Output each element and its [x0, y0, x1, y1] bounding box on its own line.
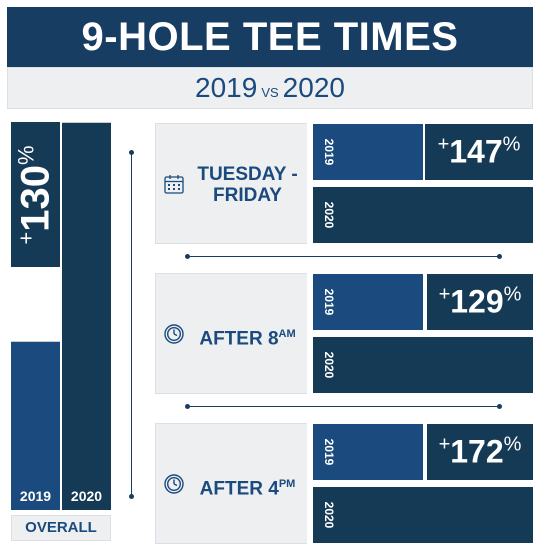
overall-change-value: 130: [13, 164, 57, 232]
change-sign: +: [437, 133, 450, 156]
overall-bar-2019-label: 2019: [19, 488, 52, 504]
bar-year-label: 2020: [322, 351, 336, 379]
bar-year-label: 2019: [322, 288, 336, 316]
change-value: 147: [449, 133, 503, 170]
overall-bar-2020: 2020: [62, 122, 111, 510]
group-panel-tuesday-friday: TUESDAY - FRIDAY: [155, 123, 307, 244]
group-label-sup: PM: [278, 478, 296, 490]
change-box: +147%: [425, 124, 533, 180]
overall-change-unit: %: [13, 144, 38, 165]
connector-line-vertical: [131, 152, 132, 497]
group-label-main: AFTER 8: [199, 328, 279, 350]
connector-dot: [185, 404, 190, 409]
subtitle-vs: VS: [261, 85, 279, 100]
group-label: AFTER 4PM: [192, 474, 303, 499]
title-banner: 9-HOLE TEE TIMES: [7, 7, 533, 67]
change-box: +129%: [427, 274, 533, 330]
subtitle-banner: 2019 VS 2020: [7, 67, 533, 109]
group-panel-after-8am: AFTER 8AM: [155, 273, 307, 394]
bar-2020: 2020: [313, 337, 533, 393]
connector-dot: [185, 254, 190, 259]
overall-bar-2020-label: 2020: [70, 488, 103, 504]
group-label-main: AFTER 4: [199, 478, 279, 500]
connector-line-horizontal: [187, 256, 499, 257]
bar-2020: 2020: [313, 187, 533, 243]
overall-change-box: +130%: [11, 122, 60, 267]
change-unit: %: [502, 133, 521, 156]
group-label-sup: AM: [278, 328, 296, 340]
connector-dot: [497, 404, 502, 409]
chart-title: 9-HOLE TEE TIMES: [81, 15, 459, 59]
change-value: 172: [450, 433, 504, 470]
bar-2020: 2020: [313, 487, 533, 543]
group-label: TUESDAY - FRIDAY: [192, 164, 303, 206]
group-panel-after-4pm: AFTER 4PM: [155, 423, 307, 544]
overall-bar-2019: 2019: [11, 341, 60, 510]
overall-label: OVERALL: [11, 515, 111, 541]
connector-dot: [129, 494, 134, 499]
bar-2019: 2019: [313, 274, 423, 330]
change-value: 129: [450, 283, 504, 320]
connector-line-horizontal: [187, 406, 499, 407]
change-unit: %: [503, 433, 522, 456]
clock-icon: [163, 473, 185, 495]
bar-year-label: 2019: [322, 138, 336, 166]
bar-2019: 2019: [313, 124, 423, 180]
group-label-line2: FRIDAY: [213, 185, 282, 206]
bar-year-label: 2019: [322, 438, 336, 466]
bar-2019: 2019: [313, 424, 423, 480]
clock-icon: [163, 323, 185, 345]
change-sign: +: [438, 433, 451, 456]
connector-dot: [497, 254, 502, 259]
subtitle-year-b: 2020: [282, 72, 345, 103]
overall-change-sign: +: [13, 231, 38, 245]
connector-dot: [129, 150, 134, 155]
group-label: AFTER 8AM: [192, 324, 303, 349]
group-label-line1: TUESDAY -: [197, 164, 298, 185]
change-sign: +: [438, 283, 451, 306]
change-unit: %: [503, 283, 522, 306]
change-box: +172%: [427, 424, 533, 480]
bar-year-label: 2020: [322, 501, 336, 529]
subtitle-year-a: 2019: [195, 72, 258, 103]
bar-year-label: 2020: [322, 201, 336, 229]
calendar-icon: [163, 173, 185, 195]
